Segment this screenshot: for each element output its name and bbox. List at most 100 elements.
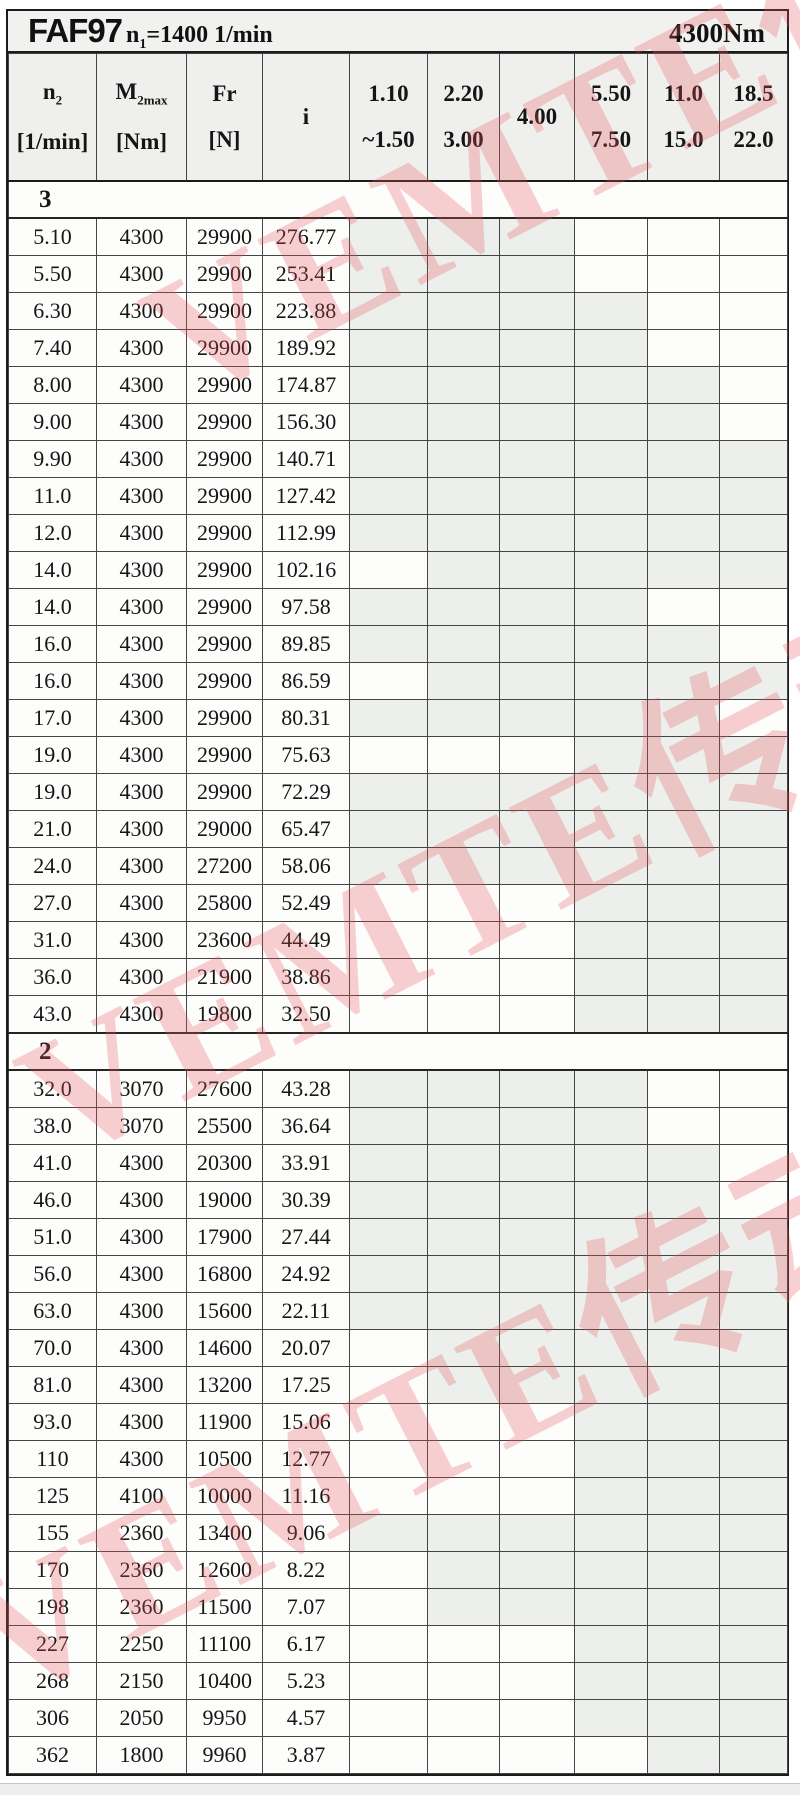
ratio-availability-cell-4 — [647, 699, 720, 737]
model-label: FAF97 — [28, 12, 123, 49]
table-body: 3 5.10 4300 29900 276.77 5.50 4300 29900 253.41 6… — [8, 180, 788, 1774]
cell-m2max: 4300 — [96, 810, 187, 848]
range-top: 2.20 — [443, 81, 484, 106]
ratio-availability-cell-1 — [427, 329, 500, 367]
cell-m2max: 4300 — [96, 736, 187, 774]
ratio-availability-cell-5 — [719, 1292, 788, 1330]
cell-i: 86.59 — [262, 662, 350, 700]
ratio-availability-cell-5 — [719, 366, 788, 404]
cell-i: 80.31 — [262, 699, 350, 737]
ratio-availability-cell-3 — [574, 329, 648, 367]
cell-n2: 56.0 — [8, 1255, 97, 1293]
cell-fr: 21900 — [186, 958, 263, 996]
cell-n2: 63.0 — [8, 1292, 97, 1330]
cell-fr: 19000 — [186, 1181, 263, 1219]
cell-i: 276.77 — [262, 217, 350, 256]
ratio-availability-cell-0 — [349, 217, 428, 256]
cell-m2max: 2150 — [96, 1662, 187, 1700]
cell-fr: 29900 — [186, 699, 263, 737]
header-main: M2max — [115, 79, 168, 108]
cell-n2: 38.0 — [8, 1107, 97, 1145]
ratio-availability-cell-2 — [499, 403, 575, 441]
ratio-availability-cell-4 — [647, 1514, 720, 1552]
cell-n2: 9.90 — [8, 440, 97, 478]
ratio-availability-cell-5 — [719, 1699, 788, 1737]
cell-fr: 29900 — [186, 662, 263, 700]
cell-m2max: 2360 — [96, 1588, 187, 1626]
ratio-availability-cell-4 — [647, 884, 720, 922]
cell-fr: 29900 — [186, 329, 263, 367]
ratio-availability-cell-2 — [499, 662, 575, 700]
cell-fr: 14600 — [186, 1329, 263, 1367]
cell-m2max: 4300 — [96, 884, 187, 922]
ratio-table: n2 [1/min] M2max [Nm] Fr [N] i 1.10 ~1.50 2.20 3.0… — [8, 53, 788, 1774]
max-torque-label: 4300Nm — [669, 18, 765, 48]
ratio-availability-cell-3 — [574, 884, 648, 922]
ratio-availability-cell-1 — [427, 588, 500, 626]
table-row: 32.0 3070 27600 43.28 — [8, 1069, 788, 1108]
table-row: 14.0 4300 29900 97.58 — [8, 588, 788, 626]
power-range-header-5: 18.5 22.0 — [719, 53, 788, 182]
table-title-row: FAF97 n1=1400 1/min 4300Nm — [8, 11, 787, 53]
ratio-availability-cell-1 — [427, 1736, 500, 1774]
ratio-availability-cell-0 — [349, 1551, 428, 1589]
ratio-availability-cell-0 — [349, 1440, 428, 1478]
ratio-availability-cell-1 — [427, 514, 500, 552]
cell-i: 20.07 — [262, 1329, 350, 1367]
ratio-availability-cell-5 — [719, 625, 788, 663]
cell-fr: 15600 — [186, 1292, 263, 1330]
cell-i: 102.16 — [262, 551, 350, 589]
table-row: 268 2150 10400 5.23 — [8, 1662, 788, 1700]
cell-m2max: 4300 — [96, 514, 187, 552]
cell-fr: 29900 — [186, 217, 263, 256]
cell-i: 253.41 — [262, 255, 350, 293]
ratio-availability-cell-2 — [499, 1329, 575, 1367]
ratio-availability-cell-0 — [349, 1736, 428, 1774]
cell-m2max: 4300 — [96, 1218, 187, 1256]
ratio-availability-cell-5 — [719, 995, 788, 1034]
ratio-availability-cell-1 — [427, 403, 500, 441]
cell-n2: 31.0 — [8, 921, 97, 959]
table-row: 6.30 4300 29900 223.88 — [8, 292, 788, 330]
cell-n2: 93.0 — [8, 1403, 97, 1441]
ratio-availability-cell-5 — [719, 662, 788, 700]
ratio-availability-cell-1 — [427, 1366, 500, 1404]
ratio-availability-cell-4 — [647, 1181, 720, 1219]
cell-n2: 27.0 — [8, 884, 97, 922]
section-stage-label: 3 — [8, 180, 788, 219]
cell-fr: 29900 — [186, 366, 263, 404]
ratio-availability-cell-4 — [647, 1403, 720, 1441]
cell-m2max: 4300 — [96, 1329, 187, 1367]
ratio-availability-cell-3 — [574, 1255, 648, 1293]
ratio-availability-cell-2 — [499, 366, 575, 404]
ratio-availability-cell-1 — [427, 1403, 500, 1441]
cell-fr: 10400 — [186, 1662, 263, 1700]
table-row: 81.0 4300 13200 17.25 — [8, 1366, 788, 1404]
ratio-availability-cell-1 — [427, 847, 500, 885]
ratio-availability-cell-3 — [574, 847, 648, 885]
ratio-availability-cell-2 — [499, 1699, 575, 1737]
ratio-availability-cell-0 — [349, 1366, 428, 1404]
ratio-availability-cell-3 — [574, 773, 648, 811]
header-unit: [N] — [208, 127, 241, 152]
ratio-availability-cell-4 — [647, 551, 720, 589]
cell-m2max: 4300 — [96, 921, 187, 959]
cell-m2max: 2050 — [96, 1699, 187, 1737]
ratio-availability-cell-5 — [719, 1329, 788, 1367]
range-top: 4.00 — [516, 104, 558, 129]
cell-fr: 29900 — [186, 588, 263, 626]
table-row: 43.0 4300 19800 32.50 — [8, 995, 788, 1034]
table-row: 306 2050 9950 4.57 — [8, 1699, 788, 1737]
header-row: n2 [1/min] M2max [Nm] Fr [N] i 1.10 ~1.50 2.20 3.0… — [8, 53, 788, 182]
ratio-availability-cell-4 — [647, 736, 720, 774]
table-row: 110 4300 10500 12.77 — [8, 1440, 788, 1478]
ratio-availability-cell-2 — [499, 958, 575, 996]
cell-fr: 9950 — [186, 1699, 263, 1737]
ratio-availability-cell-4 — [647, 1069, 720, 1108]
cell-m2max: 2360 — [96, 1514, 187, 1552]
table-row: 7.40 4300 29900 189.92 — [8, 329, 788, 367]
cell-fr: 23600 — [186, 921, 263, 959]
cell-m2max: 2360 — [96, 1551, 187, 1589]
ratio-availability-cell-2 — [499, 847, 575, 885]
power-range-header-2: 4.00 — [499, 53, 575, 182]
